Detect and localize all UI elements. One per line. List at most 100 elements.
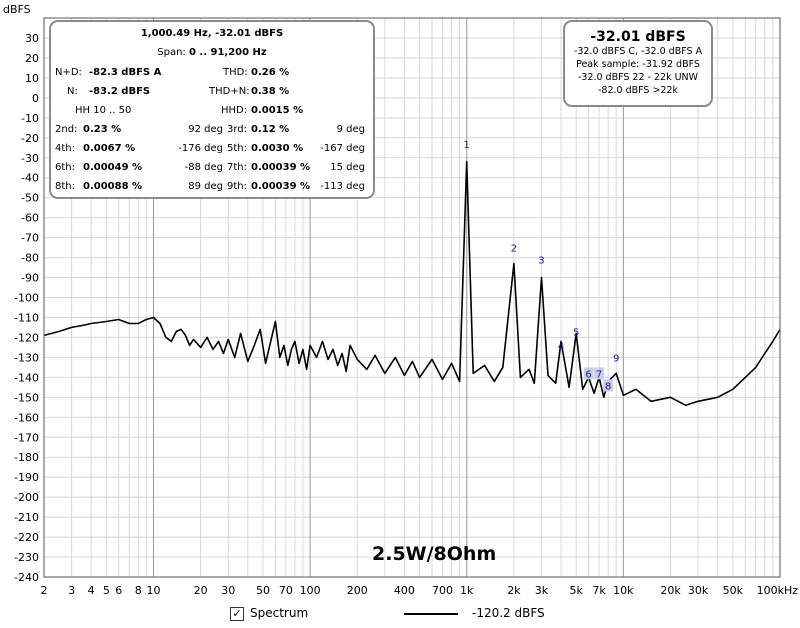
y-tick-label: -70 [21,232,39,245]
y-tick-label: -220 [14,531,39,544]
y-tick-label: 10 [25,72,39,85]
x-tick-label: 70 [279,584,293,597]
hh-range-label: HH 10 .. 50 [75,105,131,116]
y-tick-label: -50 [21,192,39,205]
harmonic-6-phase: -88 deg [171,162,223,173]
x-tick-label: 700 [432,584,453,597]
harmonic-7-label: 7th: [227,162,247,173]
harmonic-3-label: 3rd: [227,124,247,135]
y-tick-label: -230 [14,551,39,564]
legend-series-value: -120.2 dBFS [472,606,545,620]
y-tick-label: -240 [14,571,39,584]
n-value: -83.2 dBFS [89,86,150,97]
thdn-label: THD+N: [209,86,250,97]
x-tick-label: 200 [347,584,368,597]
y-tick-label: -180 [14,451,39,464]
x-tick-label: 8 [135,584,142,597]
y-tick-label: 0 [32,92,39,105]
x-tick-label: 2 [41,584,48,597]
harmonic-9-label: 9th: [227,181,247,192]
harmonic-marker-5: 5 [573,327,579,338]
x-tick-label: 30k [688,584,709,597]
harmonic-5-pct: 0.0030 % [251,143,303,154]
span-value: 0 .. 91,200 Hz [189,47,267,58]
legend-bar: ✓ Spectrum -120.2 dBFS [0,600,800,628]
n-label: N: [67,86,78,97]
y-tick-label: -200 [14,491,39,504]
x-tick-label: 4 [88,584,95,597]
spectrum-checkbox[interactable]: ✓ [230,607,244,621]
x-tick-label: 50 [256,584,270,597]
harmonic-marker-2: 2 [511,244,517,255]
x-tick-labels: 2 3 4 5 6 8 10 20 30 50 70 100 200 400 700 1k 2k 3k 5k 7k 10… [41,584,799,597]
harmonic-marker-7: 7 [596,369,602,380]
y-tick-label: -140 [14,371,39,384]
legend-line-swatch [404,613,458,615]
harmonic-marker-4: 4 [558,341,564,352]
harmonic-8-pct: 0.00088 % [83,181,142,192]
harmonic-marker-6: 6 [585,369,591,380]
test-condition-annotation: 2.5W/8Ohm [372,543,496,565]
x-tick-label: 30 [221,584,235,597]
y-tick-label: -110 [14,311,39,324]
level-main-value: -32.01 dBFS [565,29,711,45]
harmonic-2-pct: 0.23 % [83,124,121,135]
harmonic-7-phase: 15 deg [313,162,365,173]
x-tick-label: 100kHz [757,584,799,597]
harmonic-3-phase: 9 deg [313,124,365,135]
y-tick-label: -40 [21,172,39,185]
nd-label: N+D: [55,67,82,78]
y-tick-label: -80 [21,252,39,265]
harmonic-marker-8: 8 [605,381,611,392]
y-tick-label: -190 [14,471,39,484]
hhd-label: HHD: [221,105,247,116]
y-tick-label: 30 [25,32,39,45]
harmonic-9-phase: -113 deg [313,181,365,192]
harmonic-5-label: 5th: [227,143,247,154]
y-unit-label: dBFS [3,3,31,16]
stats-readout-panel: 1,000.49 Hz, -32.01 dBFS Span: 0 .. 91,2… [49,20,375,199]
x-tick-label: 7k [592,584,606,597]
hhd-value: 0.0015 % [251,105,303,116]
level-line-above-22k: -82.0 dBFS >22k [565,84,711,97]
y-tick-label: 20 [25,52,39,65]
thdn-value: 0.38 % [251,86,289,97]
y-tick-label: -210 [14,511,39,524]
x-tick-label: 100 [300,584,321,597]
harmonic-7-pct: 0.00039 % [251,162,310,173]
harmonic-4-pct: 0.0067 % [83,143,135,154]
span-label: Span: [157,47,186,58]
y-tick-label: -30 [21,152,39,165]
y-tick-label: -160 [14,411,39,424]
x-tick-label: 6 [115,584,122,597]
harmonic-9-pct: 0.00039 % [251,181,310,192]
harmonic-8-label: 8th: [55,181,75,192]
level-readout-panel: -32.01 dBFS -32.0 dBFS C, -32.0 dBFS A P… [563,20,713,107]
level-line-weighted: -32.0 dBFS C, -32.0 dBFS A [565,45,711,58]
harmonic-marker-9: 9 [613,353,619,364]
harmonic-6-label: 6th: [55,162,75,173]
x-tick-label: 3 [68,584,75,597]
y-tick-label: -120 [14,331,39,344]
x-tick-label: 400 [394,584,415,597]
harmonic-marker-3: 3 [538,256,544,267]
thd-value: 0.26 % [251,67,289,78]
x-tick-label: 2k [507,584,521,597]
x-tick-label: 10 [146,584,160,597]
harmonic-4-label: 4th: [55,143,75,154]
x-tick-label: 1k [460,584,474,597]
harmonic-3-pct: 0.12 % [251,124,289,135]
harmonic-marker-1: 1 [464,140,470,151]
y-tick-label: -100 [14,292,39,305]
level-line-peak: Peak sample: -31.92 dBFS [565,58,711,71]
x-tick-label: 20k [660,584,681,597]
y-tick-labels: 30 20 10 0 -10 -20 -30 -40 -50 -60 -70 -80 -90 -100 -1… [14,32,39,584]
harmonic-2-phase: 92 deg [171,124,223,135]
harmonic-4-phase: -176 deg [171,143,223,154]
spectrum-checkbox-label[interactable]: Spectrum [250,606,308,620]
y-tick-label: -60 [21,212,39,225]
y-tick-label: -170 [14,431,39,444]
x-tick-label: 5k [570,584,584,597]
x-tick-label: 50k [723,584,744,597]
y-tick-label: -90 [21,272,39,285]
